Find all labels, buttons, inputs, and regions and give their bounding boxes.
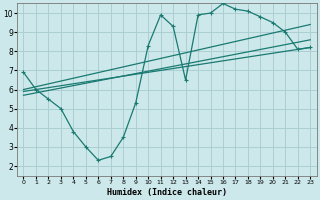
X-axis label: Humidex (Indice chaleur): Humidex (Indice chaleur) [107, 188, 227, 197]
